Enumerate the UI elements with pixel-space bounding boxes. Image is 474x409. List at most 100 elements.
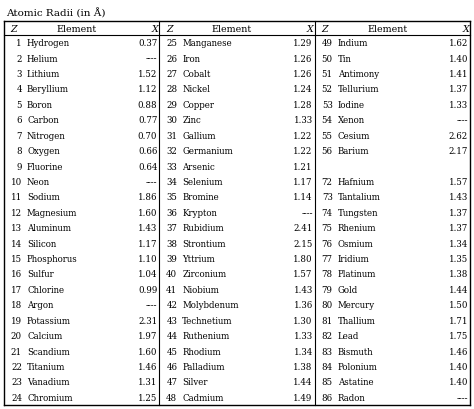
Text: Barium: Barium [337, 147, 369, 156]
Text: 10: 10 [11, 178, 22, 187]
Text: Beryllium: Beryllium [27, 85, 69, 94]
Text: 1.40: 1.40 [448, 54, 468, 63]
Text: Carbon: Carbon [27, 116, 59, 125]
Text: 39: 39 [166, 254, 177, 263]
Text: 35: 35 [166, 193, 177, 202]
Text: 23: 23 [11, 378, 22, 387]
Text: Zinc: Zinc [182, 116, 201, 125]
Text: 1.50: 1.50 [448, 301, 468, 310]
Text: 2.31: 2.31 [138, 316, 157, 325]
Text: X: X [462, 25, 469, 34]
Text: Yttrium: Yttrium [182, 254, 215, 263]
Text: Vanadium: Vanadium [27, 378, 70, 387]
Text: 1.43: 1.43 [293, 285, 313, 294]
Text: Strontium: Strontium [182, 239, 226, 248]
Text: 5: 5 [17, 101, 22, 110]
Text: 1.34: 1.34 [449, 239, 468, 248]
Text: Argon: Argon [27, 301, 54, 310]
Text: Copper: Copper [182, 101, 214, 110]
Text: Aluminum: Aluminum [27, 224, 71, 233]
Text: Selenium: Selenium [182, 178, 223, 187]
Text: Platinum: Platinum [337, 270, 376, 279]
Text: 1.38: 1.38 [293, 362, 313, 371]
Text: 1.52: 1.52 [138, 70, 157, 79]
Text: Scandium: Scandium [27, 347, 70, 356]
Text: Thallium: Thallium [337, 316, 375, 325]
Text: 0.70: 0.70 [138, 131, 157, 140]
Text: Astatine: Astatine [337, 378, 374, 387]
Text: 1.43: 1.43 [449, 193, 468, 202]
Text: 1.80: 1.80 [293, 254, 313, 263]
Text: Iron: Iron [182, 54, 201, 63]
Text: 1.17: 1.17 [293, 178, 313, 187]
Text: 1.62: 1.62 [448, 39, 468, 48]
Text: 2.17: 2.17 [448, 147, 468, 156]
Text: 53: 53 [322, 101, 333, 110]
Text: 1.34: 1.34 [293, 347, 313, 356]
Text: 1.43: 1.43 [138, 224, 157, 233]
Text: Z: Z [11, 25, 18, 34]
Text: 1.75: 1.75 [448, 331, 468, 340]
Text: 27: 27 [166, 70, 177, 79]
Text: Antimony: Antimony [337, 70, 379, 79]
Text: 8: 8 [17, 147, 22, 156]
Text: 1.46: 1.46 [448, 347, 468, 356]
Text: 54: 54 [322, 116, 333, 125]
Text: 40: 40 [166, 270, 177, 279]
Text: 1.33: 1.33 [293, 331, 313, 340]
Text: 1.26: 1.26 [293, 54, 313, 63]
Text: 1.17: 1.17 [138, 239, 157, 248]
Text: Helium: Helium [27, 54, 58, 63]
Text: Gallium: Gallium [182, 131, 216, 140]
Text: ----: ---- [146, 178, 157, 187]
Text: 46: 46 [166, 362, 177, 371]
Text: 1.57: 1.57 [293, 270, 313, 279]
Text: Arsenic: Arsenic [182, 162, 215, 171]
Text: 28: 28 [166, 85, 177, 94]
Text: 1.86: 1.86 [138, 193, 157, 202]
Text: Technetium: Technetium [182, 316, 233, 325]
Text: 31: 31 [166, 131, 177, 140]
Text: 1.71: 1.71 [448, 316, 468, 325]
Text: Rubidium: Rubidium [182, 224, 224, 233]
Text: 1.24: 1.24 [293, 85, 313, 94]
Text: X: X [152, 25, 158, 34]
Text: 49: 49 [322, 39, 333, 48]
Text: Tellurium: Tellurium [337, 85, 379, 94]
Text: Radon: Radon [337, 393, 365, 402]
Text: Hydrogen: Hydrogen [27, 39, 70, 48]
Text: 32: 32 [166, 147, 177, 156]
Text: 73: 73 [322, 193, 333, 202]
Text: Cadmium: Cadmium [182, 393, 224, 402]
Text: Boron: Boron [27, 101, 53, 110]
Text: Osmium: Osmium [337, 239, 374, 248]
Text: 0.88: 0.88 [138, 101, 157, 110]
Text: 0.77: 0.77 [138, 116, 157, 125]
Text: Rhenium: Rhenium [337, 224, 376, 233]
Text: 82: 82 [321, 331, 333, 340]
Text: Manganese: Manganese [182, 39, 232, 48]
Text: 1.33: 1.33 [449, 101, 468, 110]
Text: 1.26: 1.26 [293, 70, 313, 79]
Text: 1.40: 1.40 [448, 362, 468, 371]
Text: 18: 18 [11, 301, 22, 310]
Text: Krypton: Krypton [182, 208, 217, 217]
Text: 22: 22 [11, 362, 22, 371]
Text: Sodium: Sodium [27, 193, 60, 202]
Text: 1.40: 1.40 [448, 378, 468, 387]
Text: Cesium: Cesium [337, 131, 370, 140]
Text: 86: 86 [321, 393, 333, 402]
Text: 1.22: 1.22 [293, 147, 313, 156]
Text: 1.46: 1.46 [138, 362, 157, 371]
Text: 77: 77 [322, 254, 333, 263]
Text: 51: 51 [321, 70, 333, 79]
Text: Iodine: Iodine [337, 101, 365, 110]
Text: 48: 48 [166, 393, 177, 402]
Text: 2.62: 2.62 [449, 131, 468, 140]
Text: 1.36: 1.36 [293, 301, 313, 310]
Text: 76: 76 [322, 239, 333, 248]
Text: 1.38: 1.38 [448, 270, 468, 279]
Text: 0.99: 0.99 [138, 285, 157, 294]
Text: Nitrogen: Nitrogen [27, 131, 66, 140]
Text: 1.49: 1.49 [293, 393, 313, 402]
